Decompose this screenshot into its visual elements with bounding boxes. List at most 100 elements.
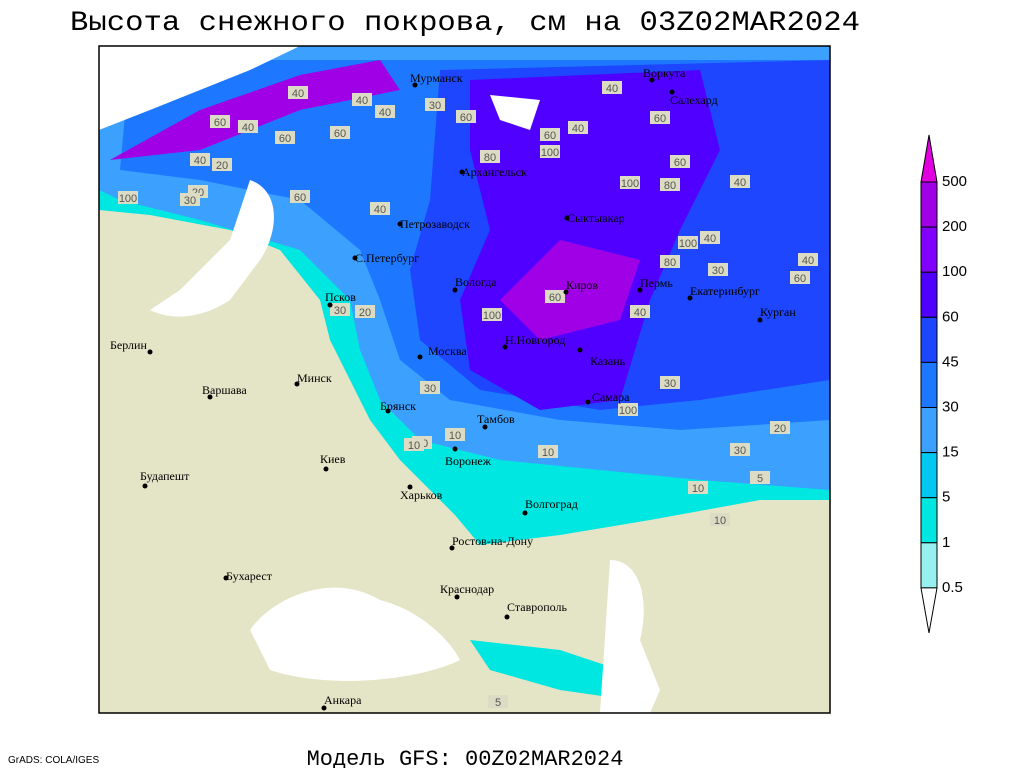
contour-label: 10 <box>688 481 708 495</box>
contour-label-box <box>790 271 810 284</box>
contour-label-box <box>540 145 560 158</box>
title: Высота снежного покрова, см на 03Z02MAR2… <box>70 8 860 39</box>
city-label: Н.Новгород <box>505 333 565 347</box>
contour-label-text: 40 <box>606 83 618 95</box>
city-label: Берлин <box>110 338 147 352</box>
contour-label-box <box>288 86 308 99</box>
contour-label-text: 10 <box>692 483 704 495</box>
city-dot <box>385 408 391 414</box>
contour-label-box <box>355 305 375 318</box>
contour-label: 100 <box>118 191 138 205</box>
city-dot <box>323 466 329 472</box>
city-dot <box>454 594 460 600</box>
contour-label-box <box>750 471 770 484</box>
contour-label: 100 <box>540 145 560 159</box>
contour-label: 60 <box>330 126 350 140</box>
contour-label: 40 <box>630 305 650 319</box>
legend-label: 30 <box>942 398 959 415</box>
credit: GrADS: COLA/IGES <box>8 755 99 766</box>
legend-swatch <box>920 271 938 318</box>
legend-swatch <box>920 497 938 544</box>
contour-label-box <box>210 115 230 128</box>
city-dot <box>407 484 413 490</box>
contour-label: 10 <box>538 445 558 459</box>
legend-top <box>920 134 938 183</box>
city-dot <box>397 221 403 227</box>
contour-label: 40 <box>568 121 588 135</box>
city-dot <box>563 289 569 295</box>
city-dot <box>147 349 153 355</box>
legend-bottom <box>920 587 938 633</box>
contour-label-box <box>538 445 558 458</box>
contour-label: 100 <box>618 403 638 417</box>
contour-label: 60 <box>670 155 690 169</box>
contour-label-box <box>190 153 210 166</box>
contour-label-text: 20 <box>216 160 228 172</box>
contour-label-box <box>445 428 465 441</box>
contour-label-box <box>618 403 638 416</box>
city-label: Архангельск <box>462 165 527 179</box>
contour-label-text: 40 <box>802 255 814 267</box>
contour-label-box <box>480 150 500 163</box>
contour-label: 5 <box>488 695 508 709</box>
city-dot <box>687 295 693 301</box>
city-label: Анкара <box>324 693 362 707</box>
contour-label: 5 <box>750 471 770 485</box>
contour-label-text: 80 <box>664 257 676 269</box>
legend-label: 100 <box>942 263 967 280</box>
contour-label-text: 40 <box>634 307 646 319</box>
legend-swatch <box>920 361 938 408</box>
contour-label: 30 <box>660 376 680 390</box>
legend-swatch <box>920 316 938 363</box>
contour-label: 100 <box>678 236 698 250</box>
city-label: Минск <box>297 371 332 385</box>
contour-label-text: 10 <box>542 447 554 459</box>
legend-swatch <box>920 542 938 589</box>
contour-label-box <box>620 176 640 189</box>
city-label: Краснодар <box>440 582 494 596</box>
legend-label: 500 <box>942 173 967 190</box>
city-dot <box>564 215 570 221</box>
city-dot <box>577 347 583 353</box>
contour-label-box <box>650 111 670 124</box>
contour-label: 40 <box>798 253 818 267</box>
city-label: Екатеринбург <box>690 284 760 298</box>
city-label: Самара <box>592 390 630 404</box>
legend-label: 200 <box>942 218 967 235</box>
map-frame <box>98 45 831 714</box>
city-label: С.Петербург <box>355 251 419 265</box>
contour-label-box <box>708 263 728 276</box>
contour-label-text: 5 <box>757 473 763 485</box>
city-dot <box>223 575 229 581</box>
city-dot <box>459 169 465 175</box>
contour-label-box <box>730 443 750 456</box>
contour-label: 60 <box>210 115 230 129</box>
city-dot <box>637 287 643 293</box>
contour-label-box <box>770 421 790 434</box>
city-dot <box>757 317 763 323</box>
contour-label-box <box>602 81 622 94</box>
contour-label-text: 40 <box>242 122 254 134</box>
contour-label-text: 40 <box>292 88 304 100</box>
contour-label-box <box>456 110 476 123</box>
city-label: Казань <box>590 354 626 368</box>
contour-label: 40 <box>602 81 622 95</box>
legend-label: 60 <box>942 308 959 325</box>
contour-label-box <box>425 98 445 111</box>
contour-label-text: 60 <box>279 133 291 145</box>
contour-label-text: 30 <box>712 265 724 277</box>
contour-label-text: 20 <box>359 307 371 319</box>
contour-label-text: 60 <box>674 157 686 169</box>
contour-label: 30 <box>425 98 445 112</box>
contour-label-box <box>798 253 818 266</box>
contour-label-text: 60 <box>294 192 306 204</box>
contour-label: 60 <box>290 190 310 204</box>
contour-label-box <box>420 381 440 394</box>
contour-label: 40 <box>370 202 390 216</box>
contour-label: 100 <box>482 308 502 322</box>
city-dot <box>522 510 528 516</box>
contour-label: 60 <box>456 110 476 124</box>
city-dot <box>321 705 327 711</box>
contour-label-text: 40 <box>704 233 716 245</box>
contour-label-box <box>670 155 690 168</box>
